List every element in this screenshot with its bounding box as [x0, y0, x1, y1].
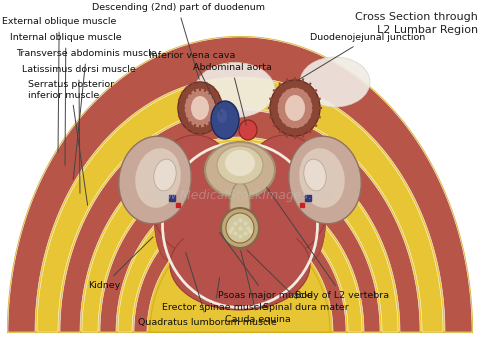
- Text: Serratus posterior
inferior muscle: Serratus posterior inferior muscle: [28, 80, 114, 205]
- Ellipse shape: [230, 183, 250, 227]
- Ellipse shape: [298, 170, 326, 260]
- Text: External oblique muscle: External oblique muscle: [2, 17, 116, 152]
- Ellipse shape: [180, 165, 300, 275]
- Ellipse shape: [300, 57, 370, 107]
- Ellipse shape: [217, 146, 263, 184]
- Ellipse shape: [226, 213, 254, 243]
- Polygon shape: [150, 226, 330, 332]
- Text: Descending (2nd) part of duodenum: Descending (2nd) part of duodenum: [92, 3, 264, 79]
- Ellipse shape: [191, 96, 209, 120]
- Polygon shape: [37, 79, 443, 332]
- Ellipse shape: [150, 135, 240, 255]
- Ellipse shape: [225, 150, 255, 176]
- Ellipse shape: [285, 95, 305, 121]
- Ellipse shape: [119, 136, 191, 224]
- Polygon shape: [118, 186, 362, 332]
- Text: Body of L2 vertebra: Body of L2 vertebra: [266, 187, 389, 300]
- Ellipse shape: [195, 63, 275, 118]
- Ellipse shape: [299, 148, 345, 208]
- Polygon shape: [8, 37, 472, 332]
- Ellipse shape: [304, 159, 326, 191]
- Ellipse shape: [184, 88, 216, 128]
- Ellipse shape: [239, 120, 257, 140]
- Ellipse shape: [211, 101, 239, 139]
- Ellipse shape: [277, 87, 313, 129]
- Text: Cauda equina: Cauda equina: [225, 251, 291, 325]
- Text: Abdominal aorta: Abdominal aorta: [192, 64, 271, 125]
- Polygon shape: [100, 164, 380, 332]
- Text: Psoas major muscle: Psoas major muscle: [218, 232, 313, 300]
- Ellipse shape: [221, 208, 259, 248]
- Polygon shape: [82, 139, 398, 332]
- Polygon shape: [60, 110, 420, 332]
- Ellipse shape: [154, 159, 176, 191]
- Text: Inferior vena cava: Inferior vena cava: [149, 51, 235, 116]
- Ellipse shape: [178, 82, 222, 134]
- Text: Latissimus dorsi muscle: Latissimus dorsi muscle: [22, 66, 136, 193]
- Ellipse shape: [240, 135, 330, 255]
- Text: Quadratus lumborum muscle: Quadratus lumborum muscle: [138, 253, 277, 327]
- Text: Transverse abdominis muscle: Transverse abdominis muscle: [16, 50, 157, 179]
- Text: Duodenojejunal junction: Duodenojejunal junction: [298, 34, 425, 81]
- Text: Internal oblique muscle: Internal oblique muscle: [10, 34, 121, 165]
- Polygon shape: [134, 206, 346, 332]
- Text: Erector spinae muscle: Erector spinae muscle: [162, 278, 268, 313]
- Ellipse shape: [205, 142, 275, 198]
- Ellipse shape: [154, 170, 182, 260]
- Ellipse shape: [217, 109, 227, 123]
- Text: Cross Section through
L2 Lumbar Region: Cross Section through L2 Lumbar Region: [355, 12, 478, 35]
- Ellipse shape: [270, 80, 320, 136]
- Ellipse shape: [170, 220, 310, 310]
- Ellipse shape: [135, 148, 181, 208]
- Text: www.MedicalStockImages.net: www.MedicalStockImages.net: [147, 188, 333, 201]
- Text: Kidney: Kidney: [88, 237, 153, 289]
- Ellipse shape: [289, 136, 361, 224]
- Polygon shape: [8, 37, 472, 332]
- Text: Spinal dura mater: Spinal dura mater: [247, 250, 349, 313]
